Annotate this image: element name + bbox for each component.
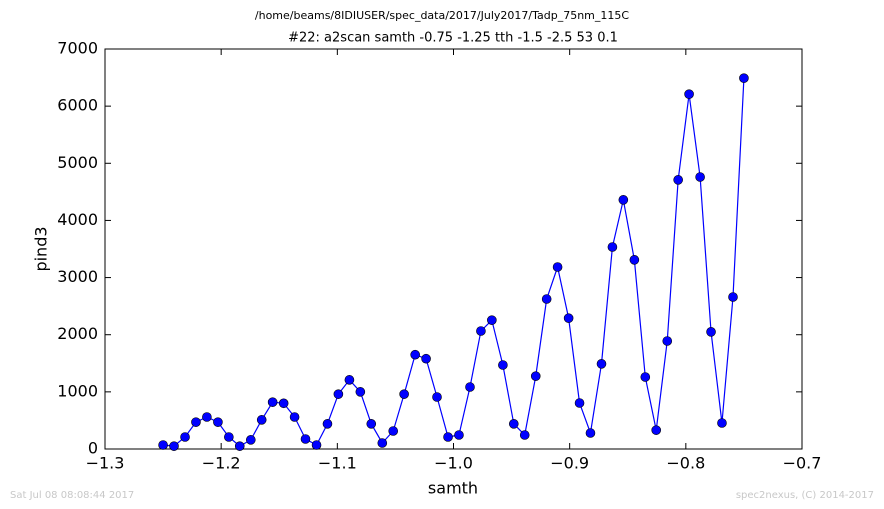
file-path: /home/beams/8IDIUSER/spec_data/2017/July… xyxy=(255,9,630,22)
x-axis-label: samth xyxy=(428,479,478,498)
data-point xyxy=(355,387,366,397)
data-point xyxy=(684,89,694,99)
data-point xyxy=(739,73,749,83)
data-point xyxy=(465,382,475,392)
data-point xyxy=(662,336,673,346)
x-tick-label: −1.3 xyxy=(86,454,125,473)
data-point xyxy=(498,360,508,370)
data-point xyxy=(508,419,519,429)
chart-title: #22: a2scan samth -0.75 -1.25 tth -1.5 -… xyxy=(288,31,618,46)
x-tick-label: −1.0 xyxy=(434,454,473,473)
data-point xyxy=(530,371,541,381)
data-point xyxy=(443,432,453,442)
y-tick-label: 3000 xyxy=(57,267,98,286)
data-point xyxy=(519,430,530,440)
data-point xyxy=(596,359,607,369)
footer-credit: spec2nexus, (C) 2014-2017 xyxy=(736,490,874,501)
data-point xyxy=(388,426,399,436)
data-point xyxy=(454,430,464,440)
data-point xyxy=(289,412,300,422)
data-point xyxy=(191,417,201,427)
data-point xyxy=(267,397,278,407)
data-point xyxy=(245,435,256,445)
y-tick-label: 6000 xyxy=(57,96,98,115)
data-point xyxy=(333,389,344,399)
x-tick-label: −0.7 xyxy=(783,454,822,473)
y-tick-label: 5000 xyxy=(57,153,98,172)
data-point xyxy=(278,398,289,409)
data-point xyxy=(377,438,388,448)
data-point xyxy=(234,441,245,451)
data-point xyxy=(202,412,212,422)
data-point xyxy=(311,440,322,450)
data-point xyxy=(706,327,716,337)
data-point xyxy=(728,292,738,302)
data-point xyxy=(695,172,705,182)
data-point xyxy=(717,418,727,428)
data-point xyxy=(322,419,333,429)
data-point xyxy=(421,353,431,364)
data-point xyxy=(563,313,574,323)
y-tick-label: 1000 xyxy=(57,381,98,400)
data-point xyxy=(541,294,552,304)
data-point xyxy=(651,425,662,435)
data-point xyxy=(256,415,267,425)
data-point xyxy=(629,255,640,265)
data-point xyxy=(607,242,618,252)
data-point xyxy=(640,372,651,382)
data-point xyxy=(585,428,596,438)
data-point xyxy=(158,440,168,450)
footer-date: Sat Jul 08 08:08:44 2017 xyxy=(10,490,134,501)
data-point xyxy=(410,349,420,360)
y-axis-label: pind3 xyxy=(32,226,51,271)
data-point xyxy=(300,434,311,444)
x-tick-label: −1.1 xyxy=(318,454,357,473)
data-point xyxy=(618,195,629,205)
data-point xyxy=(432,392,442,402)
data-point xyxy=(366,419,377,429)
data-point xyxy=(180,432,190,442)
y-tick-label: 4000 xyxy=(57,210,98,229)
data-point xyxy=(574,398,585,408)
data-point xyxy=(169,441,179,451)
y-tick-label: 2000 xyxy=(57,324,98,343)
data-point xyxy=(344,375,355,385)
data-point xyxy=(399,389,409,399)
data-point xyxy=(224,432,234,442)
y-tick-label: 7000 xyxy=(57,39,98,58)
data-point xyxy=(673,175,683,185)
data-point xyxy=(487,315,497,325)
y-tick-label: 0 xyxy=(88,439,98,458)
x-tick-label: −1.2 xyxy=(202,454,241,473)
x-tick-label: −0.9 xyxy=(550,454,589,473)
data-point xyxy=(476,326,486,336)
x-tick-label: −0.8 xyxy=(666,454,705,473)
data-point xyxy=(213,417,223,427)
data-point xyxy=(552,262,563,272)
